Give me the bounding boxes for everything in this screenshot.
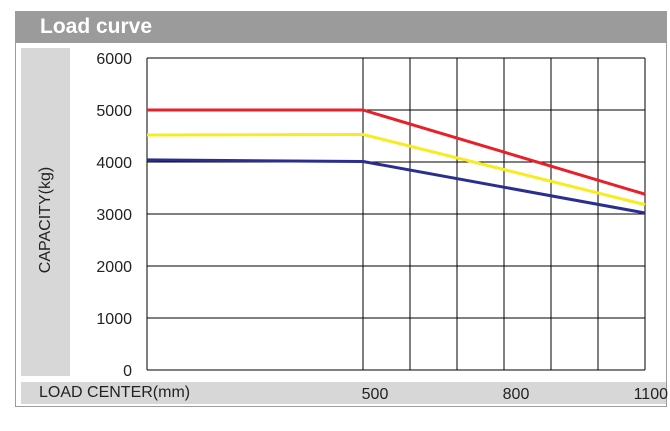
y-tick-label: 0 [123, 363, 132, 380]
y-tick-label: 3000 [96, 207, 132, 224]
series-line-2 [146, 158, 646, 215]
title-bar: Load curve [15, 11, 667, 43]
y-tick-label: 6000 [96, 51, 132, 68]
x-tick-label: 1100 [634, 386, 669, 403]
y-axis-label-band [21, 48, 70, 376]
chart-frame [15, 11, 667, 407]
x-tick-label: 800 [503, 386, 530, 403]
series-line-0 [147, 108, 646, 196]
x-axis-bar [21, 382, 666, 404]
y-tick-label: 5000 [96, 103, 132, 120]
series-line-1 [146, 132, 646, 207]
y-tick-label: 1000 [96, 311, 132, 328]
chart-title: Load curve [40, 15, 153, 38]
y-tick-label: 2000 [96, 259, 132, 276]
y-tick-label: 4000 [96, 155, 132, 172]
x-axis-label: LOAD CENTER(mm) [39, 384, 191, 401]
x-tick-label: 500 [362, 386, 389, 403]
